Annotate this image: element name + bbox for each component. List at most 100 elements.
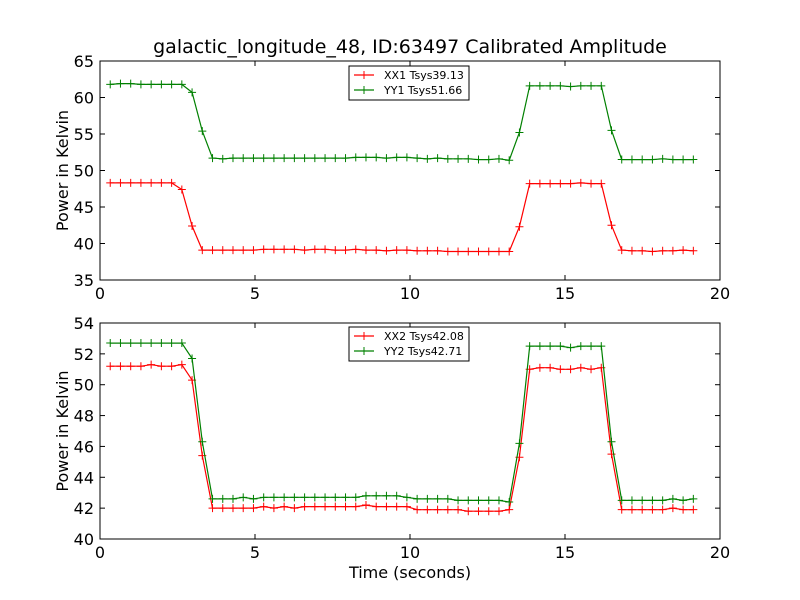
x-tick-label: 10 [400,284,420,303]
data-point [239,504,248,513]
data-point [392,153,401,162]
data-point [351,153,360,162]
data-point [597,81,606,90]
legend-label: XX1 Tsys39.13 [384,69,464,82]
data-point [587,365,596,374]
data-point [638,155,647,164]
data-point [679,505,688,514]
data-point [341,493,350,502]
y-tick-label: 44 [74,468,94,487]
data-point [464,154,473,163]
x-tick-label: 0 [95,543,105,562]
data-point [423,154,432,163]
data-point [576,363,585,372]
data-point [566,365,575,374]
data-point [433,505,442,514]
data-point [167,362,176,371]
data-point [402,493,411,502]
data-point [597,342,606,351]
data-point [167,178,176,187]
data-point [474,507,483,516]
data-point [464,507,473,516]
data-point [228,504,237,513]
data-point [208,504,217,513]
data-point [689,494,698,503]
data-point [136,362,145,371]
data-point [484,155,493,164]
legend-label: XX2 Tsys42.08 [384,330,464,343]
data-point [658,154,667,163]
y-tick-label: 42 [74,499,94,518]
data-point [239,246,248,255]
data-point [638,505,647,514]
data-point [576,81,585,90]
data-point [494,507,503,516]
data-point [198,437,207,446]
y-tick-label: 52 [74,345,94,364]
data-point [413,246,422,255]
data-point [218,154,227,163]
data-point [556,81,565,90]
data-point [249,246,258,255]
data-point [576,178,585,187]
data-point [535,81,544,90]
data-point [587,81,596,90]
legend: XX2 Tsys42.08 YY2 Tsys42.71 [348,326,470,362]
legend-box [348,65,470,101]
data-point [177,360,186,369]
series-line-2 [110,82,694,161]
y-tick-label: 45 [74,198,94,217]
data-point [106,339,115,348]
data-point [423,246,432,255]
y-tick-label: 55 [74,125,94,144]
data-point [280,245,289,254]
data-point [515,439,524,448]
data-point [658,505,667,514]
chart-title: galactic_longitude_48, ID:63497 Calibrat… [153,36,667,58]
data-point [392,502,401,511]
data-point [535,363,544,372]
data-point [546,179,555,188]
data-point [382,246,391,255]
data-point [259,245,268,254]
data-point [361,491,370,500]
legend: XX1 Tsys39.13 YY1 Tsys51.66 [348,65,470,101]
data-point [331,493,340,502]
y-axis-title: Power in Kelvin [53,370,72,491]
data-point [310,502,319,511]
data-point [157,362,166,371]
data-point [402,502,411,511]
data-point [177,185,186,194]
data-point [484,507,493,516]
data-point [617,155,626,164]
lower-panel: 0 5 10 15 20 40 42 44 46 48 50 52 54 Power in Kelvin T… [53,314,730,582]
data-point [259,154,268,163]
data-point [689,505,698,514]
data-point [546,342,555,351]
data-point [300,493,309,502]
data-point [556,365,565,374]
data-point [372,502,381,511]
data-point [515,222,524,231]
data-point [484,496,493,505]
data-point [249,154,258,163]
data-point [689,155,698,164]
data-point [167,80,176,89]
data-point [566,82,575,91]
data-point [126,362,135,371]
y-tick-label: 35 [74,271,94,290]
data-point [136,339,145,348]
data-point [638,246,647,255]
data-point [392,246,401,255]
y-tick-label: 40 [74,530,94,549]
data-point [280,154,289,163]
data-point [208,154,217,163]
data-point [525,179,534,188]
data-point [218,246,227,255]
series-line-2 [110,342,694,503]
data-point [607,221,616,230]
data-point [218,494,227,503]
data-point [321,245,330,254]
data-point [157,339,166,348]
data-point [484,247,493,256]
